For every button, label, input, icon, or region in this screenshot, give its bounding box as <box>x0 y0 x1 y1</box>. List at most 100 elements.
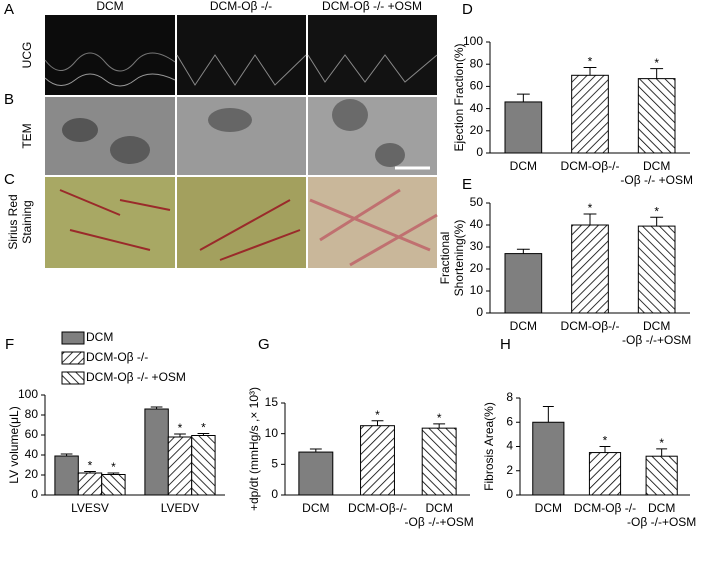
y-axis-label: +dp/dt (mmHg/s ,× 10³) <box>247 387 261 511</box>
x-tick-label: DCM <box>648 501 675 515</box>
panel-letter: G <box>258 336 270 353</box>
bar <box>571 224 609 314</box>
panel-letter: F <box>5 336 14 353</box>
error-bar <box>433 423 446 429</box>
bar <box>637 225 676 314</box>
row-label: UCG <box>20 42 34 69</box>
x-tick-label: LVEDV <box>161 501 199 515</box>
error-bar <box>656 448 668 457</box>
y-tick-label: 60 <box>470 79 484 93</box>
y-tick-label: 0 <box>476 305 483 319</box>
x-tick-label: DCM-Oβ-/- <box>348 501 407 515</box>
panel-letter: A <box>4 1 14 18</box>
legend-label: DCM-Oβ -/- <box>86 350 148 364</box>
x-tick-label: -Oβ -/-+OSM <box>627 515 696 529</box>
y-tick-label: 80 <box>25 407 39 421</box>
bar <box>101 474 126 496</box>
error-bar <box>516 93 530 102</box>
bar <box>571 74 609 154</box>
bar <box>645 455 678 496</box>
y-tick-label: 10 <box>265 426 279 440</box>
bar <box>144 408 169 496</box>
significance: * <box>88 459 93 473</box>
x-tick-label: DCM <box>535 501 562 515</box>
legend-swatch <box>61 331 85 345</box>
y-tick-label: 100 <box>463 34 483 48</box>
y-tick-label: 2 <box>506 463 513 477</box>
error-bar <box>150 406 163 409</box>
significance: * <box>437 411 442 425</box>
x-tick-label: -Oβ -/-+OSM <box>405 515 474 529</box>
image-grid <box>44 15 438 268</box>
y-tick-label: 4 <box>506 439 513 453</box>
error-bar <box>174 433 186 437</box>
y-tick-label: 30 <box>470 239 484 253</box>
significance: * <box>654 204 659 218</box>
significance: * <box>588 201 593 215</box>
y-tick-label: 15 <box>265 395 279 409</box>
significance: * <box>659 436 664 450</box>
bar <box>54 455 79 496</box>
y-axis-label: Ejection Fraction(%) <box>452 43 466 151</box>
error-bar <box>84 471 96 473</box>
panel-letter: C <box>4 171 15 188</box>
significance: * <box>603 434 608 448</box>
error-bar <box>371 420 384 426</box>
row-label: Sirius Red <box>6 194 20 249</box>
column-header: DCM <box>96 0 123 13</box>
legend-swatch <box>61 371 85 385</box>
y-tick-label: 20 <box>470 123 484 137</box>
y-tick-label: 0 <box>506 487 513 501</box>
y-tick-label: 80 <box>470 56 484 70</box>
error-bar <box>107 472 120 475</box>
significance: * <box>201 421 206 435</box>
y-tick-label: 10 <box>470 283 484 297</box>
y-tick-label: 50 <box>470 195 484 209</box>
column-header: DCM-Oβ -/- +OSM <box>322 0 422 13</box>
x-tick-label: -Oβ -/- +OSM <box>620 173 693 187</box>
y-tick-label: 40 <box>470 101 484 115</box>
y-axis-label: Shortening(%) <box>452 220 466 297</box>
x-tick-label: DCM <box>426 501 453 515</box>
significance: * <box>654 56 659 70</box>
y-tick-label: 6 <box>506 414 513 428</box>
legend-label: DCM <box>86 330 113 344</box>
error-bar <box>599 446 611 453</box>
row-label: Staining <box>20 200 34 243</box>
error-bar <box>60 453 73 456</box>
bar <box>637 78 676 154</box>
significance: * <box>178 421 183 435</box>
panel-letter: E <box>462 176 472 193</box>
y-tick-label: 20 <box>470 261 484 275</box>
y-tick-label: 40 <box>470 217 484 231</box>
error-bar <box>583 213 597 225</box>
y-tick-label: 0 <box>31 487 38 501</box>
x-tick-label: DCM <box>643 319 670 333</box>
panel-letter: D <box>462 1 473 18</box>
x-tick-label: -Oβ -/-+OSM <box>622 333 691 347</box>
bar <box>167 436 193 496</box>
y-tick-label: 100 <box>18 387 38 401</box>
error-bar <box>583 67 597 76</box>
error-bar <box>516 248 530 254</box>
x-tick-label: LVESV <box>71 501 109 515</box>
y-tick-label: 20 <box>25 467 39 481</box>
bar <box>298 451 334 496</box>
y-axis-label: Fractional <box>438 232 452 285</box>
x-tick-label: DCM <box>643 159 670 173</box>
bar <box>532 421 565 496</box>
bar <box>360 425 395 496</box>
bar <box>191 435 216 496</box>
bar <box>504 253 543 314</box>
x-tick-label: DCM <box>510 159 537 173</box>
significance: * <box>111 460 116 474</box>
panel-letter: H <box>500 336 511 353</box>
y-tick-label: 8 <box>506 390 513 404</box>
error-bar <box>650 68 664 79</box>
y-tick-label: 0 <box>476 145 483 159</box>
error-bar <box>650 216 664 227</box>
row-label: TEM <box>20 123 34 148</box>
error-bar <box>542 405 554 423</box>
bar <box>588 452 622 496</box>
